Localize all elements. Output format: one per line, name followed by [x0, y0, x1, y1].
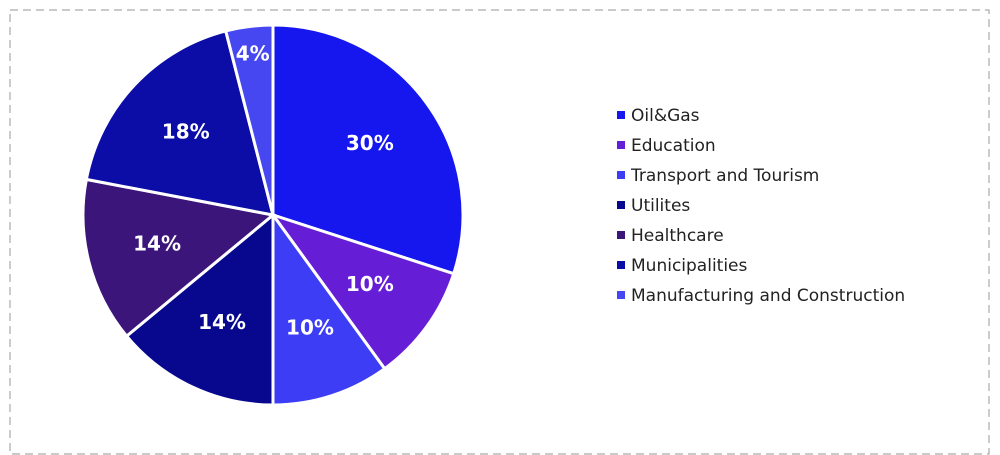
pie-slice	[223, 23, 275, 216]
legend-label: Oil&Gas	[631, 106, 700, 126]
pie-slice	[269, 212, 456, 371]
slice-label: 10%	[346, 272, 394, 296]
slice-label: 14%	[133, 231, 181, 255]
pie-slice	[81, 177, 277, 339]
pie-slice	[84, 29, 276, 217]
slice-label: 30%	[346, 131, 394, 155]
legend-label: Manufacturing and Construction	[631, 286, 905, 306]
slice-label: 14%	[198, 310, 246, 334]
pie-slice	[271, 23, 465, 276]
pie-slice	[124, 211, 275, 407]
pie-slice	[271, 210, 387, 407]
legend-swatch	[617, 201, 625, 209]
legend-swatch	[617, 261, 625, 269]
legend-swatch	[617, 291, 625, 299]
legend-label: Utilites	[631, 196, 690, 216]
legend-swatch	[617, 111, 625, 119]
legend-swatch	[617, 231, 625, 239]
legend-label: Municipalities	[631, 256, 748, 276]
legend-label: Transport and Tourism	[630, 166, 819, 186]
slice-label: 10%	[286, 315, 334, 339]
slice-label: 4%	[236, 41, 270, 65]
chart-border	[9, 9, 990, 455]
legend-swatch	[617, 141, 625, 149]
legend-label: Education	[631, 136, 716, 156]
slice-label: 18%	[162, 120, 210, 144]
legend-swatch	[617, 171, 625, 179]
legend-label: Healthcare	[631, 226, 724, 246]
